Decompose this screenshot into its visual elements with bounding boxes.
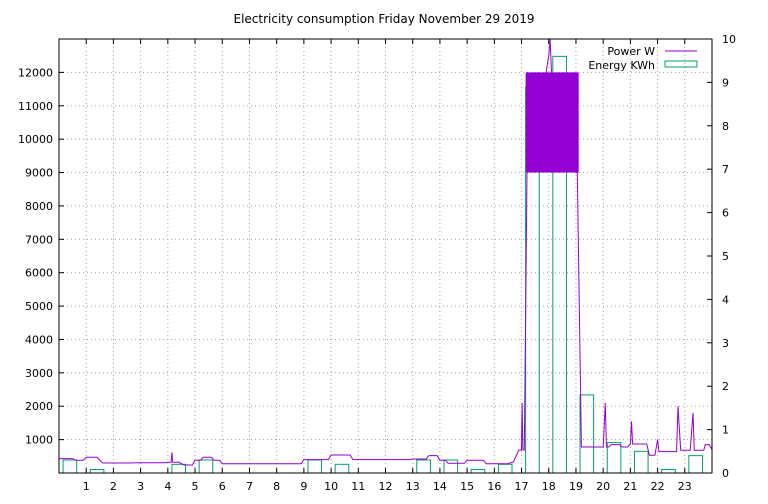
- x-tick-label: 22: [651, 480, 665, 493]
- y-axis-right: 0 1 2 3 4 5 6 7 8 9 10: [707, 33, 736, 480]
- y2-tick-label: 3: [722, 337, 729, 350]
- y2-tick-label: 10: [722, 33, 736, 46]
- y2-tick-label: 4: [722, 293, 729, 306]
- y-tick-label: 12000: [18, 66, 53, 79]
- y2-tick-label: 1: [722, 424, 729, 437]
- energy-bar: [443, 459, 459, 474]
- energy-bars: [62, 55, 703, 474]
- energy-bar: [470, 469, 486, 474]
- x-tick-label: 16: [487, 480, 501, 493]
- energy-bar: [334, 463, 350, 474]
- y2-tick-label: 5: [722, 250, 729, 263]
- x-tick-label: 7: [246, 480, 253, 493]
- energy-bar: [62, 459, 78, 474]
- legend-label-power: Power W: [607, 45, 655, 58]
- x-tick-label: 2: [110, 480, 117, 493]
- power-peak-fill: [525, 72, 579, 173]
- legend-swatch-energy: [664, 60, 698, 68]
- y2-tick-label: 0: [722, 467, 729, 480]
- x-tick-label: 11: [351, 480, 365, 493]
- legend-label-energy: Energy KWh: [588, 59, 655, 72]
- chart-title: Electricity consumption Friday November …: [234, 12, 535, 26]
- x-tick-label: 9: [300, 480, 307, 493]
- x-axis: 1 2 3 4 5 6 7 8 9 10 11 12 13 14 15 16 17 18 19 20 21 22 23: [83, 39, 692, 493]
- x-tick-label: 15: [460, 480, 474, 493]
- y2-tick-label: 6: [722, 207, 729, 220]
- x-tick-label: 6: [219, 480, 226, 493]
- energy-bar: [497, 463, 513, 474]
- x-tick-label: 10: [324, 480, 338, 493]
- energy-bar: [661, 469, 676, 474]
- energy-bar: [171, 463, 187, 474]
- x-tick-label: 23: [678, 480, 692, 493]
- x-tick-label: 12: [379, 480, 393, 493]
- y-tick-label: 10000: [18, 133, 53, 146]
- y2-tick-label: 9: [722, 76, 729, 89]
- energy-bar: [688, 455, 703, 474]
- x-tick-label: 1: [83, 480, 90, 493]
- x-tick-label: 5: [192, 480, 199, 493]
- grid-lines: [59, 39, 712, 473]
- energy-bar: [416, 459, 431, 474]
- energy-bar: [606, 442, 622, 474]
- y-tick-label: 7000: [25, 233, 53, 246]
- x-tick-label: 13: [406, 480, 420, 493]
- x-tick-label: 21: [623, 480, 637, 493]
- y-axis-left: 1000 2000 3000 4000 5000 6000 7000 8000 9000 1000…: [18, 66, 64, 447]
- x-tick-label: 17: [515, 480, 529, 493]
- power-series-line: [59, 38, 713, 466]
- energy-bar: [633, 450, 649, 474]
- y2-tick-label: 8: [722, 120, 729, 133]
- energy-bar: [198, 459, 214, 474]
- y-tick-label: 4000: [25, 333, 53, 346]
- y-tick-label: 3000: [25, 367, 53, 380]
- x-tick-label: 3: [137, 480, 144, 493]
- x-tick-label: 20: [596, 480, 610, 493]
- y2-tick-label: 2: [722, 380, 729, 393]
- x-tick-label: 4: [164, 480, 171, 493]
- y-tick-label: 9000: [25, 167, 53, 180]
- y-tick-label: 11000: [18, 100, 53, 113]
- y-tick-label: 8000: [25, 200, 53, 213]
- x-tick-label: 8: [273, 480, 280, 493]
- energy-bar: [307, 459, 323, 474]
- x-tick-label: 18: [542, 480, 556, 493]
- y-tick-label: 2000: [25, 400, 53, 413]
- power-line: [59, 38, 713, 466]
- energy-bar: [89, 469, 105, 474]
- y-tick-label: 5000: [25, 300, 53, 313]
- y-tick-label: 6000: [25, 267, 53, 280]
- y2-tick-label: 7: [722, 163, 729, 176]
- x-tick-label: 14: [433, 480, 447, 493]
- y-tick-label: 1000: [25, 434, 53, 447]
- x-tick-label: 19: [569, 480, 583, 493]
